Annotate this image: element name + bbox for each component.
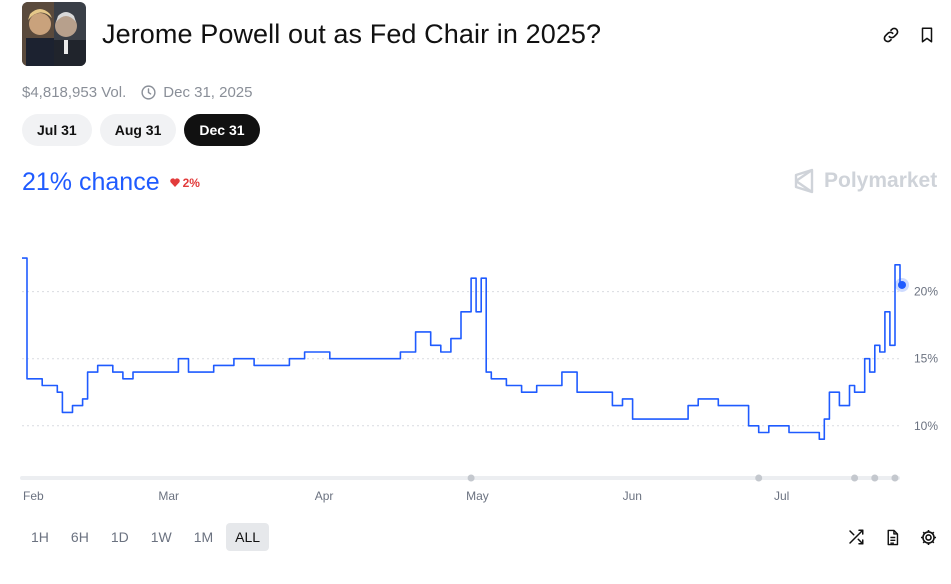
market-thumbnail	[22, 2, 86, 66]
polymarket-logo-icon	[794, 168, 814, 194]
x-tick-label: May	[466, 489, 489, 503]
current-point	[898, 280, 906, 289]
range-1m[interactable]: 1M	[193, 529, 214, 545]
x-tick-label: Jun	[623, 489, 642, 503]
x-tick-label: Jul	[774, 489, 789, 503]
y-tick-label: 10%	[914, 419, 938, 433]
date-tab-aug-31[interactable]: Aug 31	[99, 114, 177, 146]
market-thumbnail-image	[22, 2, 86, 66]
range-all[interactable]: ALL	[226, 523, 270, 551]
price-chart[interactable]: 20% 15% 10% Feb Mar Apr May Jun Jul	[0, 230, 951, 510]
scrubber-event-marker	[891, 474, 899, 482]
link-icon[interactable]	[880, 24, 902, 46]
y-tick-label: 15%	[914, 352, 938, 366]
scrubber-event-marker	[871, 474, 879, 482]
x-tick-label: Mar	[158, 489, 179, 503]
volume-text: $4,818,953 Vol.	[22, 83, 127, 101]
scrubber-event-marker	[851, 474, 859, 482]
market-header: Jerome Powell out as Fed Chair in 2025?	[22, 2, 942, 66]
chance-value: 21% chance	[22, 168, 160, 196]
document-icon[interactable]	[882, 527, 902, 547]
range-1d[interactable]: 1D	[110, 529, 129, 545]
y-tick-label: 20%	[914, 285, 938, 299]
range-1w[interactable]: 1W	[150, 529, 172, 545]
scrubber-event-marker	[755, 474, 763, 482]
market-title: Jerome Powell out as Fed Chair in 2025?	[102, 19, 602, 49]
date-tabs: Jul 31 Aug 31 Dec 31	[22, 114, 260, 146]
shuffle-icon[interactable]	[846, 527, 866, 547]
market-meta: $4,818,953 Vol. Dec 31, 2025	[22, 82, 253, 102]
polymarket-logo: Polymarket	[792, 168, 937, 194]
date-tab-jul-31[interactable]: Jul 31	[22, 114, 92, 146]
gear-icon[interactable]	[918, 527, 938, 547]
clock-icon	[140, 84, 157, 101]
chance-change: 2%	[169, 175, 200, 190]
chance-change-value: 2%	[182, 175, 200, 190]
bookmark-icon[interactable]	[916, 24, 938, 46]
end-date-text: Dec 31, 2025	[163, 83, 253, 101]
scrubber-event-marker	[467, 474, 475, 482]
date-tab-dec-31[interactable]: Dec 31	[184, 114, 260, 146]
range-1h[interactable]: 1H	[31, 529, 49, 545]
series-line	[22, 257, 901, 440]
chance-row: 21% chance 2%	[22, 168, 200, 197]
x-tick-label: Feb	[23, 489, 44, 503]
x-tick-label: Apr	[315, 489, 334, 503]
range-6h[interactable]: 6H	[70, 529, 89, 545]
range-selector: 1H 6H 1D 1W 1M ALL	[22, 523, 270, 551]
heart-down-icon	[169, 178, 180, 187]
brand-name: Polymarket	[824, 169, 938, 192]
